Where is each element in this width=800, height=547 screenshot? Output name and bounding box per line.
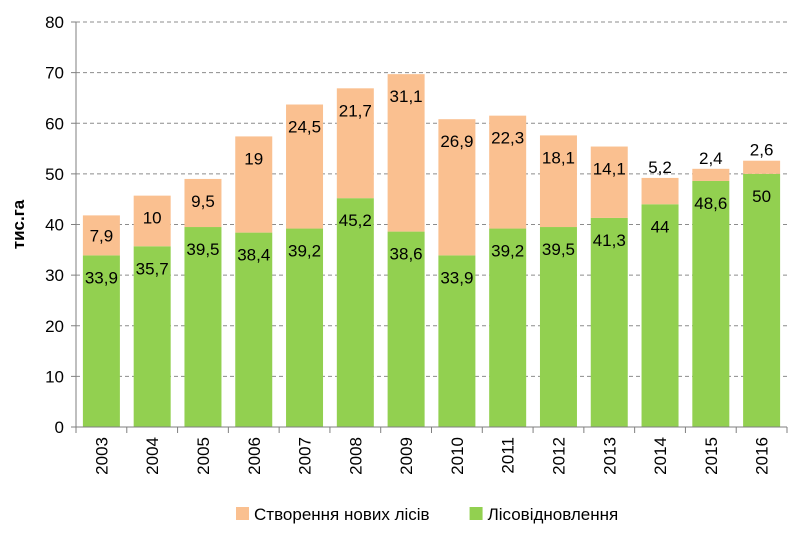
gridlines	[76, 21, 787, 377]
bar-segment	[286, 104, 324, 229]
y-axis-label: тис.га	[9, 199, 28, 249]
bars	[82, 74, 781, 427]
x-tick-label: 2015	[702, 437, 721, 475]
data-label: 41,3	[593, 231, 626, 250]
data-label: 39,2	[491, 242, 524, 261]
bar-segment	[692, 168, 730, 181]
axes: 0 10 20 30 40 50 60 70 80 тис.га 2003 2004 2005 2006 2…	[9, 13, 788, 475]
data-label: 2,6	[750, 141, 774, 160]
data-label: 19	[244, 149, 263, 168]
x-tick-label: 2008	[346, 437, 365, 475]
data-label: 38,6	[390, 245, 423, 264]
x-tick-label: 2010	[448, 437, 467, 475]
legend-swatch	[469, 507, 483, 520]
data-label: 45,2	[339, 211, 372, 230]
data-label: 21,7	[339, 101, 372, 120]
bar-segment	[82, 215, 120, 256]
bar-segment	[539, 227, 577, 427]
bar-segment	[743, 160, 781, 174]
bar-segment	[286, 228, 324, 427]
x-tick-label: 2012	[549, 437, 568, 475]
bar-segment	[743, 173, 781, 427]
x-tick-label: 2016	[753, 437, 772, 475]
legend-label: Лісовідновлення	[488, 505, 619, 524]
data-label: 50	[752, 187, 771, 206]
bar-segment	[184, 227, 222, 427]
data-label: 14,1	[593, 160, 626, 179]
y-tick-label: 60	[45, 114, 64, 133]
data-label: 33,9	[440, 268, 473, 287]
data-label: 24,5	[288, 118, 321, 137]
legend: Створення нових лісів Лісовідновлення	[236, 505, 618, 524]
y-tick-label: 70	[45, 64, 64, 83]
x-tick-label: 2004	[143, 437, 162, 475]
bar-segment	[692, 180, 730, 427]
x-tick-label: 2003	[92, 437, 111, 475]
bar-segment	[235, 136, 273, 233]
data-label: 7,9	[90, 226, 114, 245]
x-tick-label: 2011	[499, 437, 518, 474]
bar-segment	[82, 255, 120, 427]
data-label: 38,4	[237, 246, 270, 265]
data-label: 10	[143, 209, 162, 228]
bar-segment	[133, 246, 171, 427]
bar-segment	[184, 178, 222, 228]
data-label: 9,5	[191, 192, 215, 211]
y-tick-label: 80	[45, 13, 64, 32]
bar-segment	[133, 195, 171, 247]
bar-segment	[387, 231, 425, 427]
bar-segment	[336, 88, 374, 199]
bar-segment	[438, 119, 476, 256]
x-tick-label: 2007	[296, 437, 315, 475]
data-label: 39,5	[186, 240, 219, 259]
x-tick-label: 2013	[600, 437, 619, 475]
x-tick-label: 2014	[651, 437, 670, 475]
y-tick-label: 30	[45, 266, 64, 285]
legend-label: Створення нових лісів	[254, 505, 430, 524]
data-label: 31,1	[390, 87, 423, 106]
x-tick-label: 2006	[245, 437, 264, 475]
y-tick-label: 20	[45, 317, 64, 336]
data-label: 22,3	[491, 129, 524, 148]
y-tick-label: 50	[45, 165, 64, 184]
data-label: 18,1	[542, 148, 575, 167]
data-label: 44	[651, 217, 670, 236]
data-label: 2,4	[699, 149, 723, 168]
data-label: 39,2	[288, 242, 321, 261]
bar-segment	[590, 146, 628, 218]
bar-segment	[336, 198, 374, 427]
y-tick-label: 40	[45, 216, 64, 235]
data-label: 39,5	[542, 240, 575, 259]
bar-segment	[235, 232, 273, 427]
data-labels: 33,9 7,9 35,7 10 39,5 9,5 38,4 19 39,2 24,5 45,2 21…	[85, 87, 774, 287]
bar-segment	[590, 217, 628, 427]
legend-swatch	[236, 507, 249, 520]
x-tick-label: 2005	[194, 437, 213, 475]
data-label: 5,2	[648, 158, 672, 177]
y-tick-label: 0	[55, 418, 64, 437]
bar-segment	[489, 115, 527, 229]
x-tick-label: 2009	[397, 437, 416, 475]
bar-segment	[387, 74, 425, 232]
data-label: 26,9	[440, 132, 473, 151]
data-label: 48,6	[694, 194, 727, 213]
bar-segment	[539, 135, 577, 228]
data-label: 35,7	[136, 259, 169, 278]
data-label: 33,9	[85, 268, 118, 287]
bar-segment	[489, 228, 527, 427]
bar-segment	[438, 255, 476, 427]
bar-segment	[641, 204, 679, 427]
bar-segment	[641, 177, 679, 205]
y-tick-label: 10	[45, 367, 64, 386]
